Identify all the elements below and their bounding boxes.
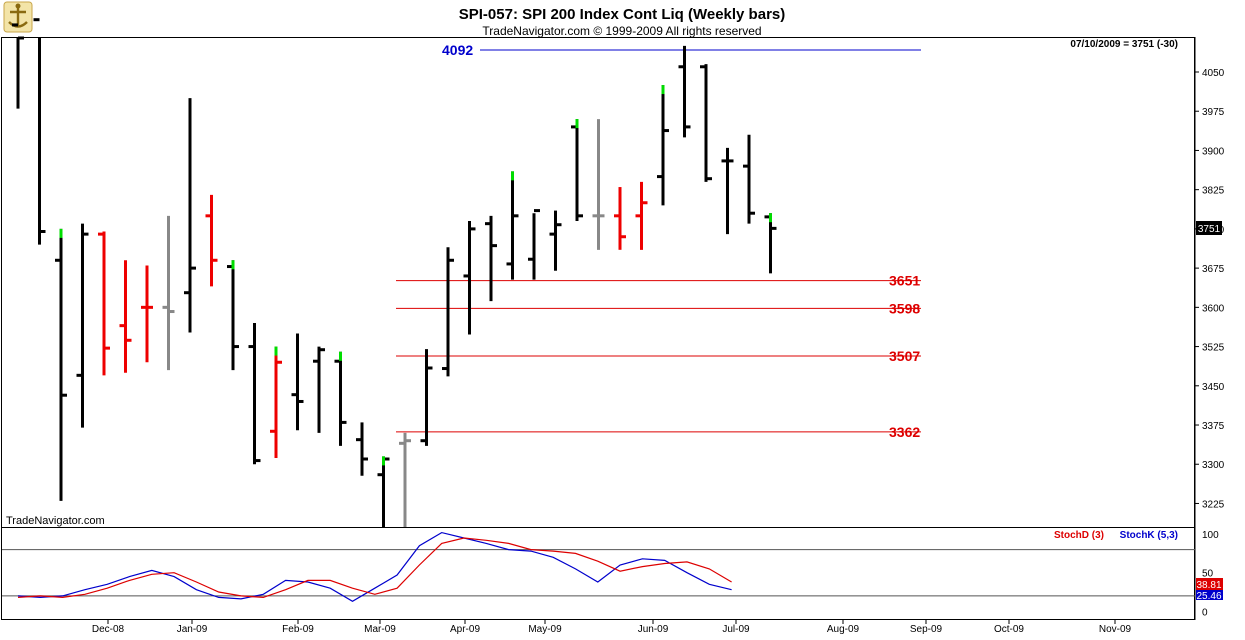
ohlc-bar xyxy=(334,351,347,446)
level-label: 3651 xyxy=(889,273,920,289)
level-label: 3598 xyxy=(889,300,920,316)
ohlc-bar xyxy=(141,265,153,363)
price-tick-label: 3900 xyxy=(1202,146,1225,157)
ohlc-bar xyxy=(528,209,540,280)
stochastic-lines xyxy=(17,531,732,602)
stochd-last-label: 38.81 xyxy=(1196,580,1221,591)
x-tick-label: Feb-09 xyxy=(282,624,314,635)
price-tick-label: 3675 xyxy=(1202,264,1225,275)
ohlc-bar xyxy=(657,85,669,206)
ohlc-bar xyxy=(313,346,325,433)
ohlc-bar xyxy=(205,194,218,287)
indicator-panel-frame xyxy=(1,527,1195,620)
stochk-last-box xyxy=(1196,590,1223,600)
price-tick-label: 3975 xyxy=(1202,107,1225,118)
price-panel-frame xyxy=(1,37,1195,528)
trade-navigator-logo-icon xyxy=(3,1,33,33)
stochk-last-label: 25.46 xyxy=(1196,591,1221,602)
x-tick-label: Oct-09 xyxy=(994,624,1024,635)
ohlc-bar xyxy=(571,119,583,222)
x-tick-label: Apr-09 xyxy=(450,624,480,635)
ohlc-bar xyxy=(442,247,454,377)
x-tick-label: Jan-09 xyxy=(177,624,208,635)
watermark-text: TradeNavigator.com xyxy=(6,515,105,527)
stochastic-tick-label: 50 xyxy=(1202,569,1214,580)
x-tick-label: Nov-09 xyxy=(1099,624,1132,635)
ohlc-bar xyxy=(227,260,239,371)
x-axis: Dec-08 Jan-09 Feb-09 Mar-09 Apr-09 May-09 Jun-… xyxy=(92,620,1132,635)
price-levels: 4092 3651 3598 3507 3362 xyxy=(396,42,921,440)
price-tick-label: 3375 xyxy=(1202,421,1225,432)
x-tick-label: Sep-09 xyxy=(910,624,943,635)
ohlc-bar xyxy=(399,432,411,527)
stochk-line xyxy=(17,531,732,602)
ohlc-bar xyxy=(743,134,755,224)
ohlc-bar xyxy=(721,147,734,235)
price-tick-label: 3825 xyxy=(1202,186,1225,197)
ohlc-bar xyxy=(55,228,67,501)
ohlc-bar xyxy=(678,45,691,138)
price-tick-label: 3600 xyxy=(1202,303,1225,314)
last-price-box xyxy=(1196,221,1222,235)
ohlc-bar xyxy=(162,215,175,371)
ohlc-bar xyxy=(700,64,712,182)
ohlc-bar xyxy=(764,213,777,274)
price-axis: 4050397539003825375036753600352534503375… xyxy=(1195,68,1225,510)
chart-title: SPI-057: SPI 200 Index Cont Liq (Weekly … xyxy=(459,6,786,23)
x-tick-label: Mar-09 xyxy=(364,624,396,635)
ohlc-bar xyxy=(635,181,648,250)
copyright-text: TradeNavigator.com © 1999-2009 All right… xyxy=(482,24,761,38)
price-tick-label: 3450 xyxy=(1202,382,1225,393)
ohlc-bar xyxy=(33,18,46,245)
ohlc-bar xyxy=(248,323,261,465)
ohlc-bar xyxy=(463,221,476,335)
price-tick-label: 3225 xyxy=(1202,499,1225,510)
ohlc-bar xyxy=(377,456,390,527)
ohlc-bar xyxy=(549,210,562,271)
ohlc-bar xyxy=(291,333,304,431)
stochastic-tick-label: 0 xyxy=(1202,607,1208,618)
ohlc-bar xyxy=(119,260,132,373)
stochastic-axis: 100 50 0 xyxy=(1202,530,1219,618)
ohlc-bar xyxy=(485,215,497,302)
legend-stochd: StochD (3) xyxy=(1054,530,1104,541)
ohlc-bar xyxy=(506,171,519,280)
ohlc-bar xyxy=(270,346,282,458)
stochastic-reference-lines xyxy=(2,549,1195,597)
level-label: 3507 xyxy=(889,348,920,364)
x-tick-label: Jun-09 xyxy=(638,624,669,635)
stochd-last-box xyxy=(1196,578,1223,590)
x-tick-label: Aug-09 xyxy=(827,624,860,635)
last-bar-readout: 07/10/2009 = 3751 (-30) xyxy=(1070,39,1178,50)
stochastic-tick-label: 100 xyxy=(1202,530,1219,541)
price-bars xyxy=(12,18,777,527)
ohlc-bar xyxy=(184,98,196,333)
ohlc-bar xyxy=(12,23,24,109)
price-tick-label: 4050 xyxy=(1202,68,1225,79)
price-tick-label: 3300 xyxy=(1202,460,1225,471)
ohlc-bar xyxy=(592,119,605,250)
ohlc-bar xyxy=(76,223,89,428)
ohlc-bar xyxy=(420,349,433,446)
legend-stochk: StochK (5,3) xyxy=(1120,530,1178,541)
ohlc-bar xyxy=(356,422,368,476)
ohlc-bar xyxy=(98,231,110,376)
last-price-label: 3751 xyxy=(1198,224,1221,235)
stochd-line xyxy=(17,537,732,599)
price-tick-label: 3525 xyxy=(1202,343,1225,354)
ohlc-bar xyxy=(614,187,626,250)
x-tick-label: Dec-08 xyxy=(92,624,125,635)
level-label: 3362 xyxy=(889,424,920,440)
x-tick-label: Jul-09 xyxy=(722,624,750,635)
level-label: 4092 xyxy=(442,42,473,58)
x-tick-label: May-09 xyxy=(528,624,562,635)
